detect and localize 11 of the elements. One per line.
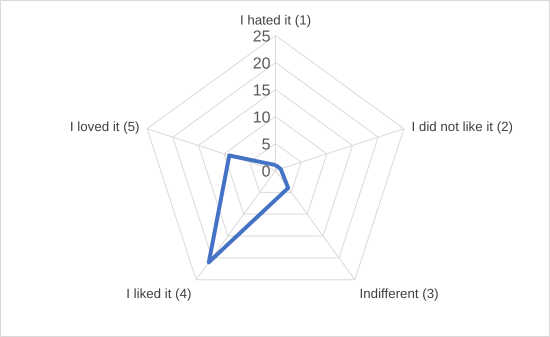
spoke-label: I did not like it (2) (412, 118, 513, 134)
spoke-label: I loved it (5) (70, 118, 140, 134)
y-tick-label: 5 (262, 136, 271, 154)
y-tick-label: 15 (252, 82, 271, 100)
spoke-label: I hated it (1) (240, 12, 312, 28)
spoke-label: Indifferent (3) (360, 286, 439, 302)
spoke-label: I liked it (4) (126, 286, 192, 302)
y-tick-label: 20 (252, 56, 271, 72)
y-tick-label: 25 (252, 28, 271, 46)
y-tick-label: 0 (262, 164, 271, 180)
y-tick-label: 10 (252, 110, 271, 126)
